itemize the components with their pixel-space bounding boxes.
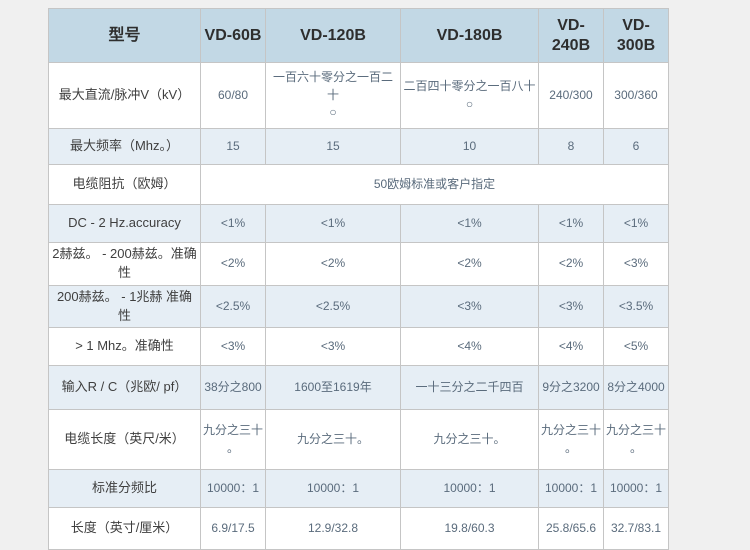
row-label: > 1 Mhz。准确性	[48, 327, 201, 367]
spec-table: 型号 VD-60B VD-120B VD-180B VD-240B VD-300…	[48, 8, 669, 550]
spec-value-cell: 6	[603, 128, 669, 165]
spec-value-cell: <2%	[538, 242, 604, 286]
row-label: 标准分频比	[48, 469, 201, 509]
spec-value-cell: <3%	[200, 327, 266, 367]
row-label: 电缆阻抗（欧姆）	[48, 164, 201, 205]
spec-value-cell: <1%	[265, 204, 401, 243]
spec-value-cell: 1600至1619年	[265, 365, 401, 411]
spec-value-cell: <3%	[265, 327, 401, 367]
spec-value-cell: <3%	[603, 242, 669, 286]
table-row: 最大频率（Mhz。） 15 15 10 8 6	[48, 128, 669, 165]
spec-value-cell: <2%	[200, 242, 266, 286]
spec-value-cell: <4%	[400, 327, 539, 367]
spec-value-cell: 6.9/17.5	[200, 507, 266, 550]
spec-value-cell: 10000：1	[538, 469, 604, 509]
column-header-vd-120b: VD-120B	[265, 8, 401, 63]
spec-value-cell: 10000：1	[200, 469, 266, 509]
spec-value-cell: 8分之4000	[603, 365, 669, 411]
column-header-vd-60b: VD-60B	[200, 8, 266, 63]
column-header-vd-300b: VD-300B	[603, 8, 669, 63]
spec-value-cell: 10000：1	[400, 469, 539, 509]
table-header-row: 型号 VD-60B VD-120B VD-180B VD-240B VD-300…	[48, 8, 669, 63]
spec-value-cell: <2.5%	[265, 284, 401, 329]
spec-value-cell-spanned: 50欧姆标准或客户指定	[200, 164, 669, 205]
spec-value-cell: <3.5%	[603, 284, 669, 329]
row-label: 最大频率（Mhz。）	[48, 128, 201, 165]
table-row: 电缆长度（英尺/米） 九分之三十 。 九分之三十。 九分之三十。 九分之三十 。…	[48, 409, 669, 471]
spec-value-cell: <2.5%	[200, 284, 266, 329]
table-row: > 1 Mhz。准确性 <3% <3% <4% <4% <5%	[48, 327, 669, 367]
spec-value-cell: 10000：1	[603, 469, 669, 509]
column-header-vd-180b: VD-180B	[400, 8, 539, 63]
spec-value-cell: 九分之三十 。	[538, 409, 604, 471]
row-label: DC - 2 Hz.accuracy	[48, 204, 201, 243]
spec-value-cell: <3%	[400, 284, 539, 329]
spec-value-cell: 九分之三十。	[265, 409, 401, 471]
spec-value-cell: <1%	[603, 204, 669, 243]
spec-value-cell: 10	[400, 128, 539, 165]
spec-value-cell: 12.9/32.8	[265, 507, 401, 550]
spec-value-cell: 10000：1	[265, 469, 401, 509]
table-row: 标准分频比 10000：1 10000：1 10000：1 10000：1 10…	[48, 469, 669, 509]
spec-value-cell: 25.8/65.6	[538, 507, 604, 550]
spec-value-cell: 九分之三十 。	[200, 409, 266, 471]
table-row: 2赫兹。 - 200赫兹。准确性 <2% <2% <2% <2% <3%	[48, 242, 669, 286]
spec-value-cell: 一十三分之二千四百	[400, 365, 539, 411]
spec-value-cell: <5%	[603, 327, 669, 367]
spec-value-cell: 二百四十零分之一百八十 ○	[400, 62, 539, 129]
spec-value-cell: 300/360	[603, 62, 669, 129]
spec-value-cell: 九分之三十 。	[603, 409, 669, 471]
table-row: 长度（英寸/厘米） 6.9/17.5 12.9/32.8 19.8/60.3 2…	[48, 507, 669, 550]
spec-value-cell: <1%	[538, 204, 604, 243]
row-label: 电缆长度（英尺/米）	[48, 409, 201, 471]
row-label: 最大直流/脉冲V（kV）	[48, 62, 201, 129]
spec-value-cell: 9分之3200	[538, 365, 604, 411]
spec-value-cell: <1%	[200, 204, 266, 243]
row-label: 输入R / C（兆欧/ pf）	[48, 365, 201, 411]
spec-value-cell: <3%	[538, 284, 604, 329]
table-row: DC - 2 Hz.accuracy <1% <1% <1% <1% <1%	[48, 204, 669, 243]
spec-value-cell: 15	[200, 128, 266, 165]
table-row: 电缆阻抗（欧姆） 50欧姆标准或客户指定	[48, 164, 669, 205]
table-row: 200赫兹。 - 1兆赫 准确性 <2.5% <2.5% <3% <3% <3.…	[48, 284, 669, 329]
spec-value-cell: 32.7/83.1	[603, 507, 669, 550]
spec-value-cell: 一百六十零分之一百二十 ○	[265, 62, 401, 129]
spec-value-cell: <1%	[400, 204, 539, 243]
table-row: 最大直流/脉冲V（kV） 60/80 一百六十零分之一百二十 ○ 二百四十零分之…	[48, 62, 669, 129]
row-label: 2赫兹。 - 200赫兹。准确性	[48, 242, 201, 286]
spec-value-cell: 60/80	[200, 62, 266, 129]
spec-value-cell: 38分之800	[200, 365, 266, 411]
spec-value-cell: <2%	[265, 242, 401, 286]
spec-value-cell: <4%	[538, 327, 604, 367]
table-row: 输入R / C（兆欧/ pf） 38分之800 1600至1619年 一十三分之…	[48, 365, 669, 411]
spec-value-cell: 15	[265, 128, 401, 165]
spec-value-cell: 19.8/60.3	[400, 507, 539, 550]
column-header-vd-240b: VD-240B	[538, 8, 604, 63]
spec-value-cell: 240/300	[538, 62, 604, 129]
spec-value-cell: 九分之三十。	[400, 409, 539, 471]
column-header-model: 型号	[48, 8, 201, 63]
spec-value-cell: <2%	[400, 242, 539, 286]
spec-value-cell: 8	[538, 128, 604, 165]
row-label: 200赫兹。 - 1兆赫 准确性	[48, 284, 201, 329]
row-label: 长度（英寸/厘米）	[48, 507, 201, 550]
